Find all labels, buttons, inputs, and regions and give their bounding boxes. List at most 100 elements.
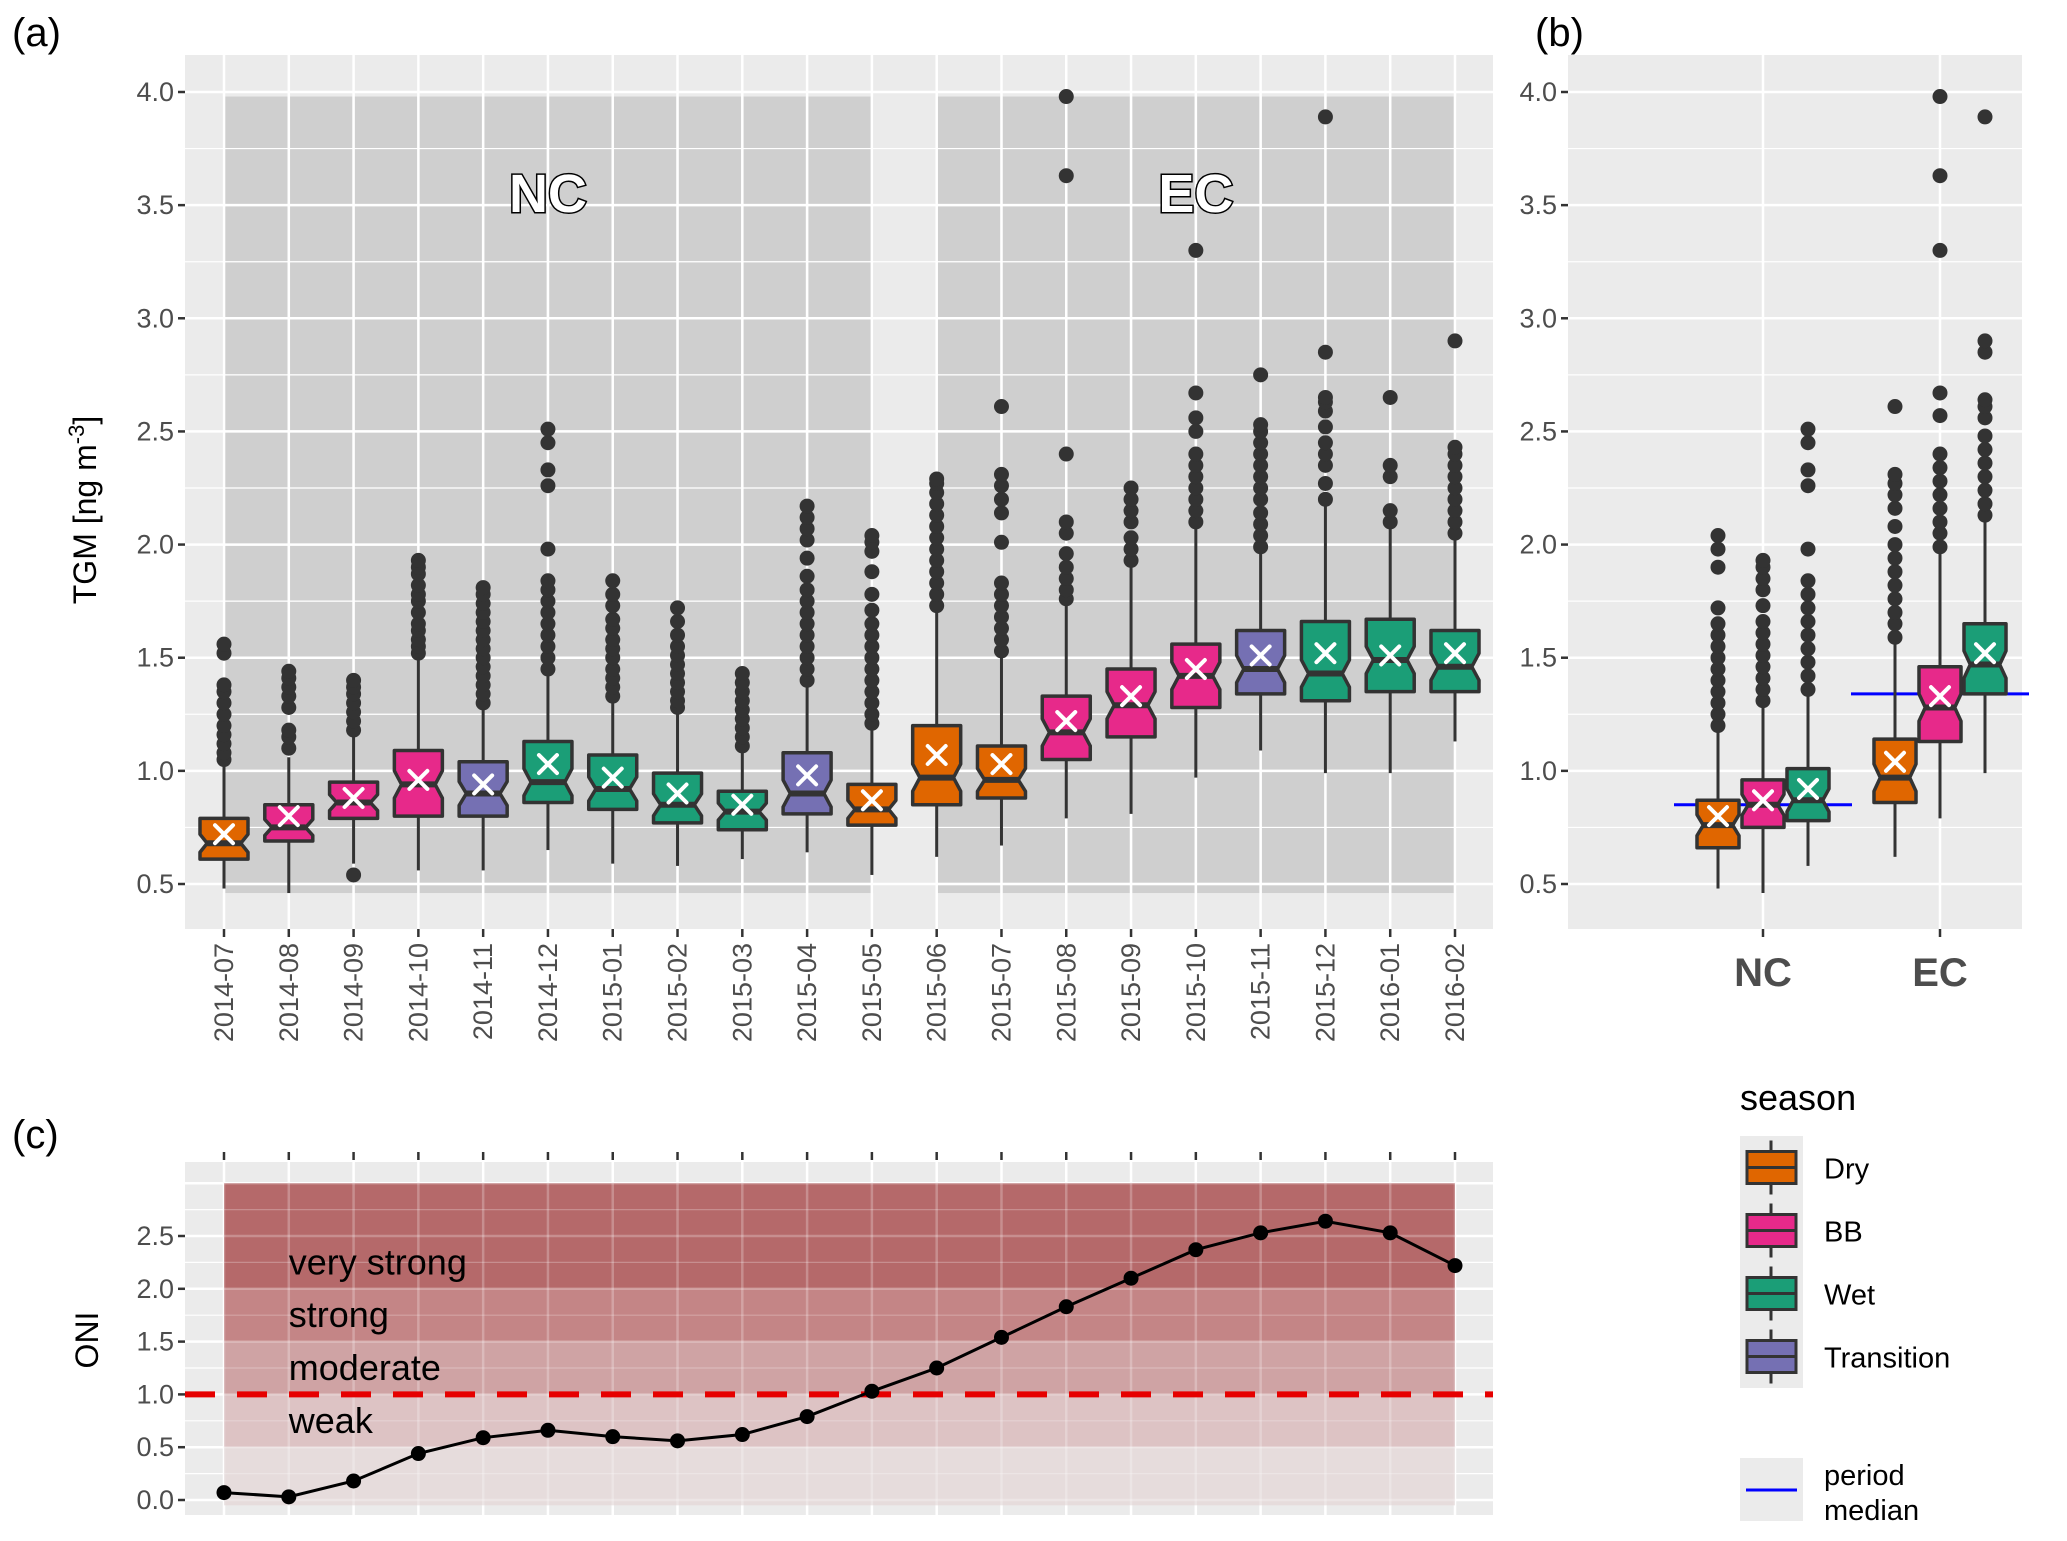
outlier-point: [1058, 546, 1074, 562]
panel-b-y-axis: 0.5 1.0 1.5 2.0 2.5 3.0 3.5 4.0: [1519, 77, 1568, 899]
outlier-point: [1977, 410, 1993, 426]
panel-a-x-tick-label: 2015-07: [986, 943, 1016, 1042]
outlier-point: [929, 471, 945, 487]
panel-a-x-tick-label: 2014-07: [209, 943, 239, 1042]
outlier-point: [1977, 392, 1993, 408]
panel-c-x-ticks: [222, 1152, 1457, 1160]
box-body-transition: [1234, 628, 1287, 696]
outlier-point: [540, 421, 556, 437]
outlier-point: [1887, 577, 1903, 593]
panel-a-x-tick-label: 2015-06: [922, 943, 952, 1042]
box-nc-wet: [1785, 421, 1831, 866]
outlier-point: [864, 586, 880, 602]
outlier-point: [1447, 457, 1463, 473]
outlier-point: [929, 496, 945, 512]
outlier-point: [1800, 541, 1816, 557]
band-moderate: [224, 1341, 1455, 1395]
outlier-point: [1800, 462, 1816, 478]
period-label-nc: NC: [509, 164, 587, 224]
outlier-point: [1317, 435, 1333, 451]
outlier-point: [1058, 446, 1074, 462]
mean-marker: [666, 782, 689, 805]
outlier-point: [1710, 706, 1726, 722]
outlier-point: [993, 632, 1009, 648]
legend-title: season: [1740, 1077, 1856, 1118]
outlier-point: [799, 650, 815, 666]
outlier-point: [1317, 344, 1333, 360]
box-body-wet: [1962, 622, 2008, 696]
oni-point-2015-09: [1123, 1270, 1139, 1286]
box-body-wet: [651, 771, 704, 825]
legend-label-bb: BB: [1824, 1217, 1863, 1249]
box-2015-08: [1040, 89, 1093, 819]
outlier-point: [1188, 423, 1204, 439]
outlier-point: [1710, 718, 1726, 734]
outlier-point: [799, 568, 815, 584]
outlier-point: [1710, 559, 1726, 575]
outlier-point: [1977, 344, 1993, 360]
outlier-point: [1887, 604, 1903, 620]
outlier-point: [410, 577, 426, 593]
outlier-point: [281, 740, 297, 756]
outlier-point: [1710, 695, 1726, 711]
outlier-point: [1755, 670, 1771, 686]
outlier-point: [1800, 435, 1816, 451]
mean-marker: [407, 768, 430, 791]
outlier-point: [1058, 514, 1074, 530]
mean-marker: [796, 764, 819, 787]
panel-a-x-tick-label: 2014-08: [274, 943, 304, 1042]
panel-b-y-tick-label: 1.5: [1519, 643, 1557, 673]
outlier-point: [1188, 385, 1204, 401]
mean-marker: [860, 789, 883, 812]
outlier-point: [993, 466, 1009, 482]
panel-a-x-tick-label: 2015-11: [1246, 943, 1276, 1040]
oni-point-2014-08: [281, 1489, 297, 1505]
outlier-point: [1382, 503, 1398, 519]
outlier-point: [1188, 480, 1204, 496]
outlier-point: [1887, 399, 1903, 415]
panel-a-x-tick-label: 2014-09: [339, 943, 369, 1042]
panel-a-x-tick-label: 2016-02: [1440, 943, 1470, 1042]
panel-a-boxes: [198, 89, 1481, 894]
outlier-point: [1123, 491, 1139, 507]
legend-label-transition: Transition: [1824, 1343, 1950, 1375]
outlier-point: [929, 518, 945, 534]
box-ec-wet: [1962, 109, 2008, 774]
outlier-point: [410, 552, 426, 568]
panel-a-y-tick-label: 0.5: [136, 869, 174, 899]
outlier-point: [1317, 446, 1333, 462]
mean-marker: [1249, 644, 1272, 667]
outlier-point: [993, 534, 1009, 550]
outlier-point: [734, 666, 750, 682]
outlier-point: [993, 399, 1009, 415]
outlier-point: [1755, 681, 1771, 697]
outlier-point: [799, 638, 815, 654]
outlier-point: [1977, 469, 1993, 485]
outlier-point: [605, 661, 621, 677]
panel-a: 0.51.01.52.02.53.03.54.0 2014-07 2014-08 2…: [64, 55, 1493, 1042]
mean-marker: [731, 793, 754, 816]
panel-c-y-tick-label: 2.0: [136, 1274, 174, 1304]
outlier-point: [1710, 616, 1726, 632]
box-body-wet: [522, 739, 574, 805]
legend-item-dry: Dry: [1745, 1140, 1870, 1195]
outlier-point: [1800, 614, 1816, 630]
outlier-point: [1710, 528, 1726, 544]
mean-marker: [1929, 685, 1951, 708]
outlier-point: [1887, 518, 1903, 534]
outlier-point: [929, 541, 945, 557]
mean-marker: [213, 823, 235, 846]
box-2014-09: [327, 672, 380, 883]
legend-item-wet: Wet: [1745, 1266, 1875, 1321]
panel-a-y-axis: 0.5 1.0 1.5 2.0 2.5 3.0 3.5 4.0: [136, 77, 185, 899]
mean-marker: [1974, 642, 1996, 665]
legend-period-median: period median: [1740, 1458, 1919, 1527]
outlier-point: [864, 638, 880, 654]
outlier-point: [799, 604, 815, 620]
mean-marker: [1752, 789, 1774, 812]
outlier-point: [1123, 541, 1139, 557]
outlier-point: [670, 614, 686, 630]
outlier-point: [1887, 500, 1903, 516]
panel-a-label: (a): [12, 11, 61, 55]
oni-point-2016-02: [1447, 1258, 1463, 1274]
